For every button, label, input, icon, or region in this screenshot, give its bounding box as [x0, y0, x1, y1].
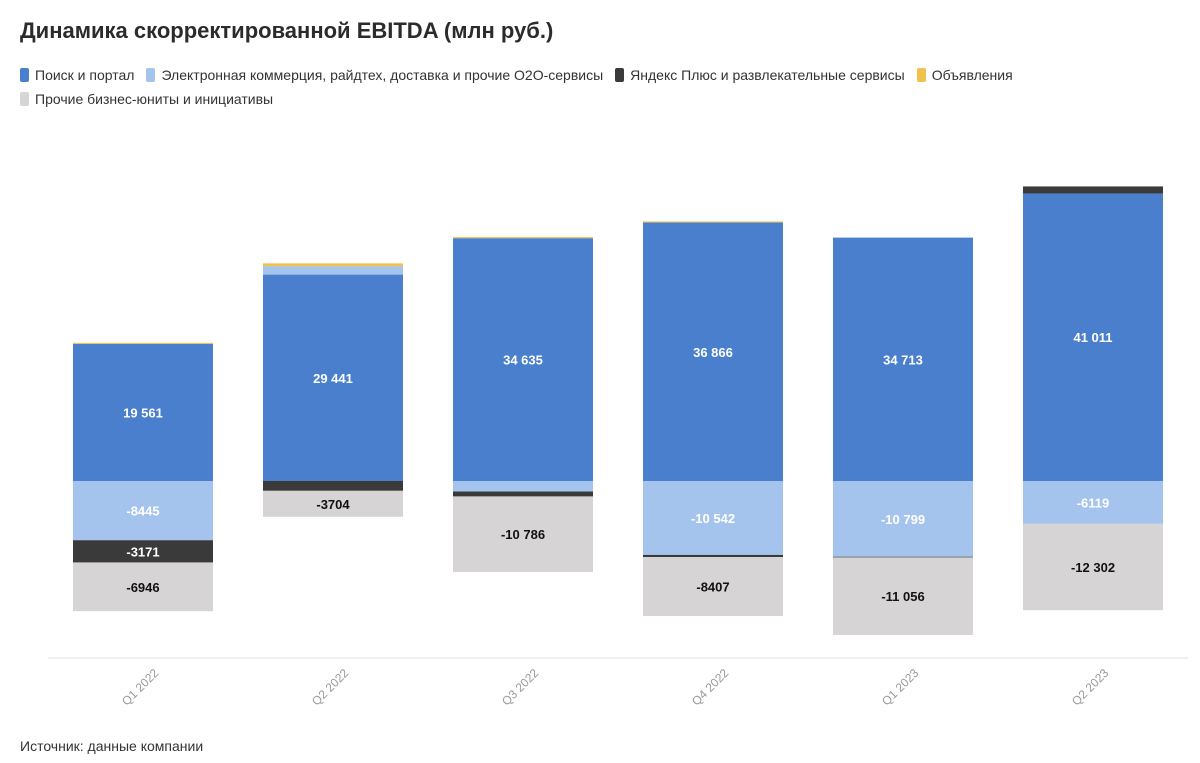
bar-ecom-4 — [833, 481, 973, 557]
bar-other-1 — [263, 490, 403, 517]
data-label-other-3: -8407 — [696, 579, 729, 594]
data-label-ecom-5: -6119 — [1077, 495, 1110, 510]
legend-item-search: Поиск и портал — [20, 64, 134, 86]
bar-ecom-0 — [73, 481, 213, 541]
bar-search-2 — [453, 238, 593, 481]
data-label-other-4: -11 056 — [881, 589, 924, 604]
bar-other-2 — [453, 496, 593, 573]
bar-ecom-5 — [1023, 481, 1163, 524]
legend-swatch-other — [20, 92, 29, 106]
legend-item-ecom: Электронная коммерция, райдтех, доставка… — [146, 64, 603, 86]
bar-plus-2 — [453, 491, 593, 497]
bar-ecom-1 — [263, 266, 403, 275]
legend-swatch-plus — [615, 68, 625, 82]
x-tick-label-0: Q1 2022 — [119, 666, 162, 709]
legend-item-other: Прочие бизнес-юниты и инициативы — [20, 88, 273, 110]
data-label-other-1: -3704 — [316, 497, 350, 512]
data-label-search-1: 29 441 — [313, 371, 353, 386]
data-label-ecom-3: -10 542 — [691, 511, 735, 526]
x-tick-label-4: Q1 2023 — [879, 666, 922, 709]
legend-swatch-ecom — [146, 68, 156, 82]
bar-plus-0 — [73, 540, 213, 563]
bar-ecom-2 — [453, 481, 593, 492]
bar-other-5 — [1023, 523, 1163, 611]
legend-item-plus: Яндекс Плюс и развлекательные сервисы — [615, 64, 905, 86]
legend-label-ads: Объявления — [931, 67, 1013, 83]
bar-other-3 — [643, 557, 783, 616]
data-label-plus-0: -3171 — [126, 544, 159, 559]
data-label-search-0: 19 561 — [123, 405, 163, 420]
data-label-search-4: 34 713 — [883, 352, 923, 367]
legend-label-other: Прочие бизнес-юниты и инициативы — [35, 91, 274, 107]
x-tick-label-3: Q4 2022 — [689, 666, 732, 709]
bar-plus-3 — [643, 554, 783, 558]
source-note: Источник: данные компании — [20, 738, 204, 754]
bar-plus-4 — [833, 556, 973, 558]
legend-label-search: Поиск и портал — [35, 67, 135, 83]
legend-label-plus: Яндекс Плюс и развлекательные сервисы — [630, 67, 905, 83]
legend-label-ecom: Электронная коммерция, райдтех, доставка… — [161, 67, 604, 83]
legend-item-ads: Объявления — [916, 64, 1013, 86]
bar-ads-2 — [453, 237, 593, 239]
data-label-search-2: 34 635 — [503, 353, 543, 368]
bar-ads-0 — [73, 342, 213, 344]
data-label-ecom-4: -10 799 — [881, 512, 925, 527]
bar-plus-1 — [263, 481, 403, 491]
bar-ads-3 — [643, 221, 783, 223]
bar-ads-1 — [263, 263, 403, 267]
bar-other-0 — [73, 562, 213, 612]
bar-search-0 — [73, 343, 213, 481]
x-tick-label-2: Q3 2022 — [499, 666, 542, 709]
x-tick-label-5: Q2 2023 — [1069, 666, 1112, 709]
legend-swatch-search — [20, 68, 29, 82]
data-label-other-5: -12 302 — [1071, 560, 1115, 575]
bar-plus-5 — [1023, 186, 1163, 194]
bar-other-4 — [833, 557, 973, 635]
x-tick-label-1: Q2 2022 — [309, 666, 352, 709]
data-label-ecom-0: -8445 — [126, 504, 159, 519]
bar-search-3 — [643, 222, 783, 481]
bar-search-4 — [833, 237, 973, 481]
data-label-other-2: -10 786 — [501, 527, 545, 542]
bar-search-1 — [263, 274, 403, 481]
legend-swatch-ads — [916, 68, 926, 82]
data-label-search-3: 36 866 — [693, 345, 733, 360]
legend: Поиск и портал Электронная коммерция, рай… — [20, 64, 1170, 112]
chart-title: Динамика скорректированной EBITDA (млн р… — [20, 18, 554, 43]
data-label-other-0: -6946 — [126, 580, 159, 595]
data-label-search-5: 41 011 — [1073, 330, 1112, 345]
bar-ecom-3 — [643, 481, 783, 555]
bar-search-5 — [1023, 193, 1163, 482]
